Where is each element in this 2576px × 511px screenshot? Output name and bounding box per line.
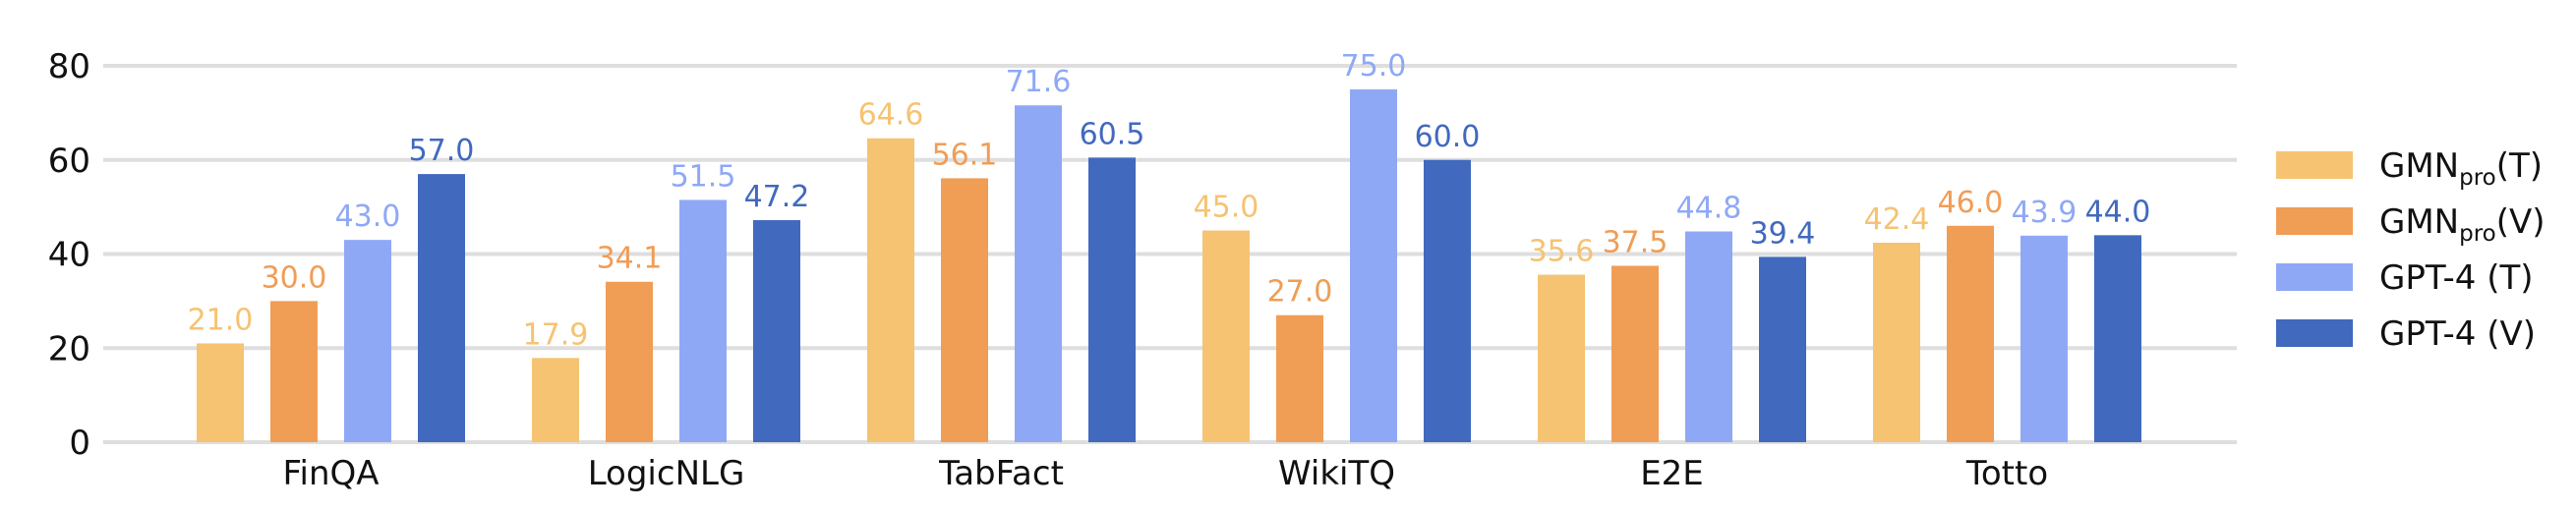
x-axis: FinQA LogicNLG TabFact WikiTQ E2E Totto [282,454,2048,493]
data-label: 27.0 [1267,275,1333,310]
data-label: 30.0 [262,260,327,295]
data-label: 42.4 [1864,202,1930,237]
bar [941,178,988,442]
bar [2020,235,2068,442]
legend: GMNpro(T) GMNpro(V) GPT-4 (T) GPT-4 (V) [2276,146,2546,354]
data-label: 46.0 [1938,186,2004,220]
x-tick-label: FinQA [282,454,379,493]
data-label: 45.0 [1194,191,1259,225]
bar [753,220,800,442]
bar [2094,235,2141,442]
legend-swatch [2276,319,2353,347]
y-tick-label: 60 [48,142,90,181]
data-label: 71.6 [1006,65,1072,99]
bar [1350,88,1397,442]
bar [679,199,727,442]
data-label: 44.0 [2085,195,2151,229]
data-label: 57.0 [409,134,475,168]
x-tick-label: Totto [1965,454,2048,493]
bars [197,88,2141,443]
data-label: 47.2 [744,180,810,214]
legend-label: GPT-4 (V) [2379,314,2536,354]
data-labels: 21.030.043.057.0 17.9 34.1 51.547.2 64.656.1… [188,49,2151,352]
bar [1873,243,1920,442]
y-tick-label: 40 [48,236,90,275]
data-label: 21.0 [188,303,254,337]
y-axis: 0 20 40 60 80 [48,47,90,463]
bar [1015,105,1062,442]
data-label: 43.0 [335,199,401,234]
bar [1202,230,1250,442]
bar [1276,314,1323,442]
legend-label: GPT-4 (T) [2379,258,2534,298]
bar [1685,231,1732,442]
bar [606,281,653,442]
bar [270,301,318,442]
data-label: 37.5 [1603,225,1669,259]
data-label: 56.1 [932,138,998,172]
x-tick-label: LogicNLG [588,454,745,493]
data-label: 60.5 [1080,117,1145,151]
y-tick-label: 0 [69,424,90,463]
y-tick-label: 20 [48,329,90,369]
bar [1759,256,1806,442]
bar [197,343,244,442]
bar [418,174,465,443]
legend-swatch [2276,207,2353,235]
bar [867,138,914,443]
legend-label: GMNpro(T) [2379,146,2543,191]
y-tick-label: 80 [48,47,90,86]
data-label: 60.0 [1415,120,1481,154]
legend-label: GMNpro(V) [2379,202,2546,247]
data-label: 75.0 [1341,49,1407,84]
data-label: 64.6 [858,98,924,133]
bar [1538,274,1585,442]
bar [532,358,579,442]
legend-swatch [2276,263,2353,291]
x-tick-label: E2E [1640,454,1704,493]
legend-swatch [2276,151,2353,179]
data-label: 39.4 [1750,216,1816,251]
bar [1611,265,1659,442]
bar [1424,159,1471,442]
data-label: 44.8 [1676,192,1742,226]
data-label: 43.9 [2012,196,2078,230]
bar [1947,225,1994,442]
x-tick-label: TabFact [938,454,1064,493]
data-label: 17.9 [523,317,589,352]
data-label: 34.1 [597,242,663,276]
x-tick-label: WikiTQ [1278,454,1395,493]
data-label: 51.5 [671,159,736,194]
bar [1088,157,1136,442]
bar [344,240,391,442]
data-label: 35.6 [1529,235,1595,269]
